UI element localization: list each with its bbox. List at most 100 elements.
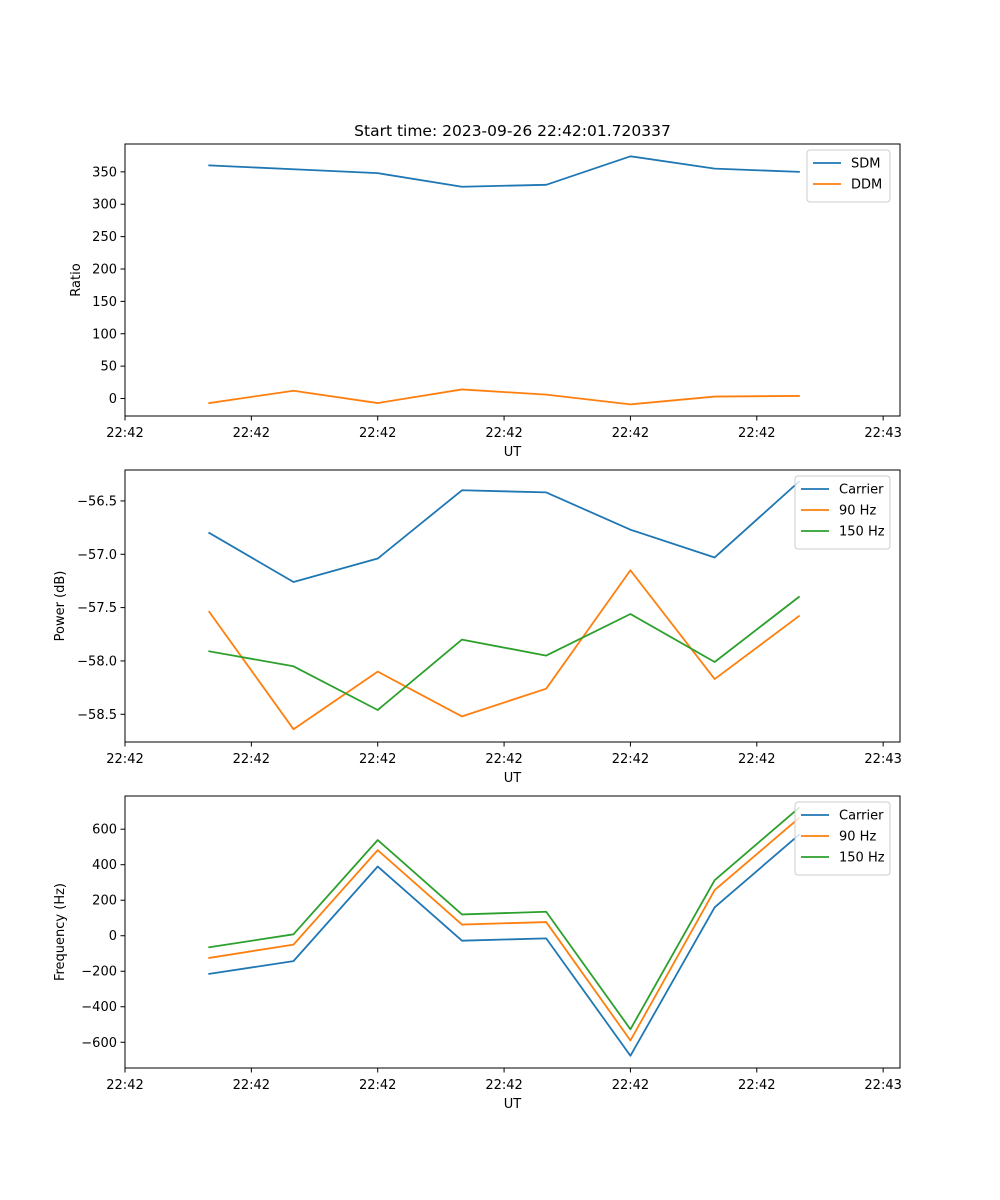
series-line-sdm <box>208 155 800 188</box>
data-point-ddm-7 <box>714 396 716 398</box>
data-point-ddm-4 <box>461 389 463 391</box>
data-point-ddm-8 <box>798 395 800 397</box>
x-tick-label: 22:42 <box>612 752 649 767</box>
x-tick-label: 22:43 <box>864 1078 901 1093</box>
data-point-90-hz-4 <box>461 924 463 926</box>
data-point-150-hz-5 <box>545 911 547 913</box>
x-tick-label: 22:42 <box>612 1078 649 1093</box>
data-point-90-hz-7 <box>714 889 716 891</box>
data-point-sdm-7 <box>714 168 716 170</box>
legend-label-ddm: DDM <box>851 178 882 193</box>
data-point-150-hz-6 <box>630 613 632 615</box>
x-tick-label: 22:42 <box>485 1078 522 1093</box>
data-point-ddm-1 <box>208 402 210 404</box>
data-point-150-hz-4 <box>461 914 463 916</box>
data-point-150-hz-6 <box>630 1028 632 1030</box>
data-point-90-hz-2 <box>293 728 295 730</box>
y-tick-label: 400 <box>92 858 117 873</box>
y-tick-label: 100 <box>92 327 117 342</box>
y-axis-label: Ratio <box>69 263 84 296</box>
y-tick-label: 50 <box>100 360 117 375</box>
data-point-150-hz-2 <box>293 665 295 667</box>
legend-label-sdm: SDM <box>851 157 880 172</box>
axes-frame-ratio <box>124 143 901 417</box>
y-axis-label: Power (dB) <box>53 571 68 642</box>
x-tick-label: 22:42 <box>738 426 775 441</box>
x-tick-label: 22:42 <box>359 1078 396 1093</box>
y-axis-label: Frequency (Hz) <box>53 883 68 981</box>
data-point-90-hz-1 <box>208 957 210 959</box>
data-point-carrier-1 <box>208 973 210 975</box>
y-tick-label: 150 <box>92 295 117 310</box>
axes-frame-power <box>124 469 901 743</box>
series-line-150-hz <box>208 595 801 711</box>
legend-label-carrier: Carrier <box>839 809 884 824</box>
subplot-frequency: 22:4222:4222:4222:4222:4222:4222:4222:43… <box>53 795 902 1112</box>
data-point-sdm-6 <box>630 155 632 157</box>
y-tick-label: 200 <box>92 262 117 277</box>
data-point-sdm-5 <box>545 184 547 186</box>
axes-frame-frequency <box>124 795 901 1069</box>
y-tick-label: 200 <box>92 894 117 909</box>
y-tick-label: −58.0 <box>77 654 117 669</box>
data-point-carrier-2 <box>293 960 295 962</box>
x-tick-label: 22:42 <box>738 752 775 767</box>
data-point-carrier-7 <box>714 557 716 559</box>
figure-title: Start time: 2023-09-26 22:42:01.720337 <box>354 122 671 140</box>
data-point-ddm-5 <box>545 394 547 396</box>
y-tick-label: 0 <box>109 929 117 944</box>
y-tick-label: −200 <box>81 965 117 980</box>
y-tick-label: −57.0 <box>77 548 117 563</box>
data-point-sdm-3 <box>377 172 379 174</box>
x-tick-label: 22:42 <box>233 426 270 441</box>
series-line-carrier <box>208 833 801 1057</box>
data-point-sdm-8 <box>798 171 800 173</box>
y-tick-label: 0 <box>109 392 117 407</box>
data-point-150-hz-1 <box>208 650 210 652</box>
y-tick-label: −600 <box>81 1036 117 1051</box>
data-point-carrier-6 <box>630 529 632 531</box>
y-tick-label: −58.5 <box>77 708 117 723</box>
data-point-150-hz-4 <box>461 639 463 641</box>
x-tick-label: 22:42 <box>106 752 143 767</box>
y-tick-label: 600 <box>92 823 117 838</box>
data-point-ddm-2 <box>293 390 295 392</box>
x-tick-label: 22:42 <box>359 426 396 441</box>
y-tick-label: −57.5 <box>77 601 117 616</box>
series-line-90-hz <box>208 816 801 1042</box>
data-point-90-hz-3 <box>377 671 379 673</box>
data-point-150-hz-3 <box>377 709 379 711</box>
legend-label-150-hz: 150 Hz <box>839 525 885 540</box>
data-point-sdm-2 <box>293 168 295 170</box>
x-axis-label: UT <box>504 445 522 460</box>
data-point-90-hz-6 <box>630 569 632 571</box>
data-point-90-hz-5 <box>545 688 547 690</box>
data-point-90-hz-2 <box>293 944 295 946</box>
data-point-150-hz-7 <box>714 661 716 663</box>
x-tick-label: 22:42 <box>106 1078 143 1093</box>
data-point-carrier-5 <box>545 492 547 494</box>
subplot-power: 22:4222:4222:4222:4222:4222:4222:4222:43… <box>53 469 902 786</box>
data-point-150-hz-1 <box>208 946 210 948</box>
data-point-carrier-4 <box>461 489 463 491</box>
y-tick-label: −56.5 <box>77 494 117 509</box>
series-line-ddm <box>208 388 800 406</box>
series-line-150-hz <box>208 806 801 1031</box>
data-point-sdm-4 <box>461 186 463 188</box>
data-point-carrier-7 <box>714 906 716 908</box>
y-tick-label: −400 <box>81 1000 117 1015</box>
x-tick-label: 22:43 <box>864 426 901 441</box>
x-tick-label: 22:42 <box>485 426 522 441</box>
data-point-90-hz-4 <box>461 716 463 718</box>
x-axis-label: UT <box>504 771 522 786</box>
y-tick-label: 250 <box>92 230 117 245</box>
series-line-90-hz <box>207 569 801 731</box>
legend-label-150-hz: 150 Hz <box>839 851 885 866</box>
data-point-carrier-3 <box>377 558 379 560</box>
y-tick-label: 350 <box>92 165 117 180</box>
data-point-90-hz-3 <box>377 849 379 851</box>
data-point-ddm-3 <box>377 402 379 404</box>
data-point-carrier-1 <box>208 532 210 534</box>
data-point-150-hz-3 <box>377 839 379 841</box>
data-point-150-hz-8 <box>798 596 800 598</box>
